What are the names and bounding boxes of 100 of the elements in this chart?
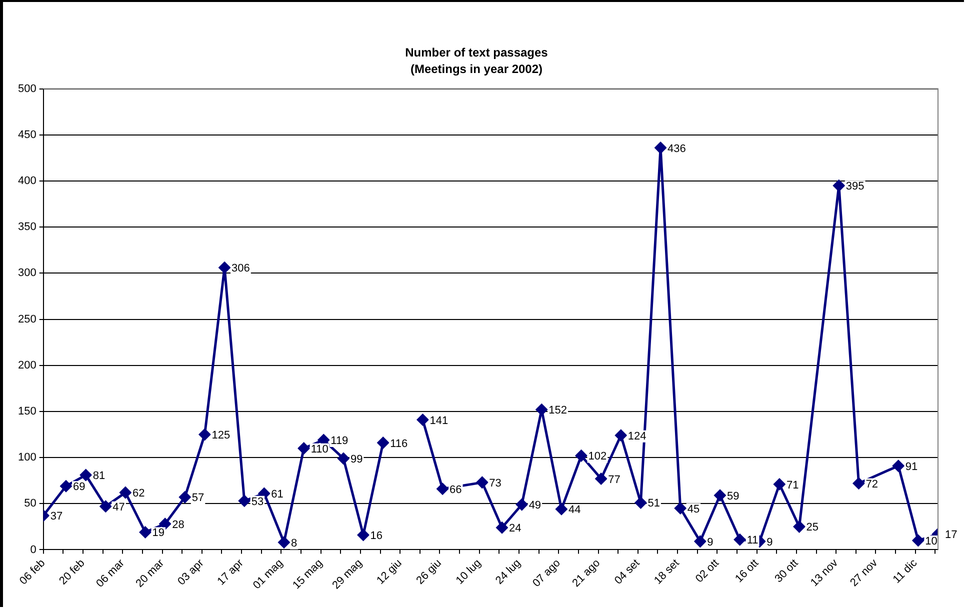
data-label: 16 [370, 530, 383, 542]
point [654, 142, 666, 154]
point [496, 522, 508, 534]
point [852, 478, 864, 490]
x-tick-label: 12 giu [374, 557, 404, 587]
data-label: 77 [608, 474, 620, 486]
data-label: 59 [727, 490, 740, 502]
point [60, 480, 72, 492]
point [912, 534, 924, 546]
point [120, 486, 132, 498]
data-label: 124 [628, 430, 646, 442]
point [714, 490, 726, 502]
data-label: 19 [152, 527, 165, 540]
point [436, 483, 448, 495]
x-tick-label: 13 nov [808, 556, 841, 590]
x-tick-label: 26 giu [414, 557, 444, 587]
data-label: 73 [489, 477, 502, 490]
data-label: 25 [806, 522, 819, 534]
point [358, 529, 370, 541]
x-tick-label: 18 set [652, 557, 682, 587]
y-tick-label: 0 [30, 544, 36, 556]
data-label: 53 [251, 496, 264, 508]
chart-subtitle: (Meetings in year 2002) [410, 62, 543, 76]
point [80, 469, 92, 481]
point [556, 503, 568, 515]
point [694, 536, 706, 548]
point [476, 476, 488, 488]
y-tick-label: 250 [18, 313, 36, 326]
data-label: 11 [746, 534, 758, 547]
point [338, 452, 350, 464]
point [595, 472, 607, 484]
data-label: 66 [450, 484, 462, 496]
x-tick-label: 10 lug [454, 557, 484, 587]
data-label: 28 [172, 518, 184, 531]
data-label: 71 [786, 479, 799, 492]
y-tick-label: 350 [18, 221, 36, 234]
y-tick-label: 300 [18, 267, 36, 280]
data-label: 395 [846, 180, 864, 193]
data-label: 72 [866, 478, 878, 490]
point [734, 534, 746, 546]
data-label: 99 [350, 453, 363, 466]
data-label: 9 [707, 536, 714, 548]
x-tick-label: 16 ott [733, 557, 762, 586]
point [794, 520, 806, 532]
data-label: 69 [73, 481, 86, 494]
point [774, 478, 786, 490]
y-tick-label: 50 [24, 498, 36, 510]
point [416, 414, 428, 426]
point [179, 491, 191, 503]
data-label: 306 [232, 262, 250, 275]
x-tick-label: 03 apr [176, 556, 206, 588]
x-tick-label: 24 lug [494, 557, 524, 587]
x-tick-label: 06 mar [94, 556, 128, 590]
x-tick-label: 04 set [612, 557, 642, 587]
data-label: 37 [50, 510, 63, 523]
point [892, 460, 904, 472]
data-label: 9 [766, 536, 773, 548]
data-label: 81 [92, 470, 106, 482]
x-tick-label: 21 ago [570, 557, 603, 590]
x-tick-label: 20 feb [57, 557, 88, 588]
data-label: 436 [668, 142, 686, 155]
y-tick-label: 500 [18, 82, 36, 95]
x-tick-label: 07 ago [530, 557, 563, 590]
y-tick-label: 400 [18, 175, 36, 188]
x-tick-label: 06 feb [18, 557, 48, 588]
point [536, 404, 548, 416]
x-tick-label: 27 nov [848, 556, 880, 590]
y-tick-label: 450 [18, 128, 36, 141]
x-tick-label: 20 mar [134, 556, 167, 590]
data-label: 47 [112, 501, 125, 514]
point [516, 498, 528, 510]
data-label: 141 [430, 414, 448, 427]
data-label: 45 [687, 503, 700, 516]
point [159, 518, 171, 530]
x-tick-label: 11 dic [890, 556, 920, 586]
point [278, 536, 290, 548]
data-label: 51 [648, 498, 660, 510]
data-label: 102 [588, 450, 607, 463]
data-label: 10 [925, 536, 938, 548]
x-tick-label: 15 mag [290, 557, 326, 592]
data-label: 119 [330, 435, 348, 448]
point [238, 495, 250, 507]
data-label: 8 [291, 537, 298, 550]
point [198, 428, 210, 440]
point [634, 496, 646, 508]
data-label: 57 [192, 492, 204, 504]
data-label: 17 [945, 529, 958, 542]
data-label: 116 [390, 438, 408, 450]
point [298, 442, 310, 454]
x-tick-label: 02 ott [693, 557, 722, 586]
data-label: 91 [905, 460, 918, 473]
data-label: 61 [271, 488, 284, 501]
data-label: 44 [568, 504, 581, 516]
point [100, 500, 112, 512]
point [674, 502, 686, 514]
y-tick-label: 200 [18, 359, 36, 372]
point [140, 526, 152, 538]
data-label: 110 [310, 443, 328, 456]
x-tick-label: 30 ott [772, 557, 801, 586]
chart-title: Number of text passages [405, 46, 548, 60]
